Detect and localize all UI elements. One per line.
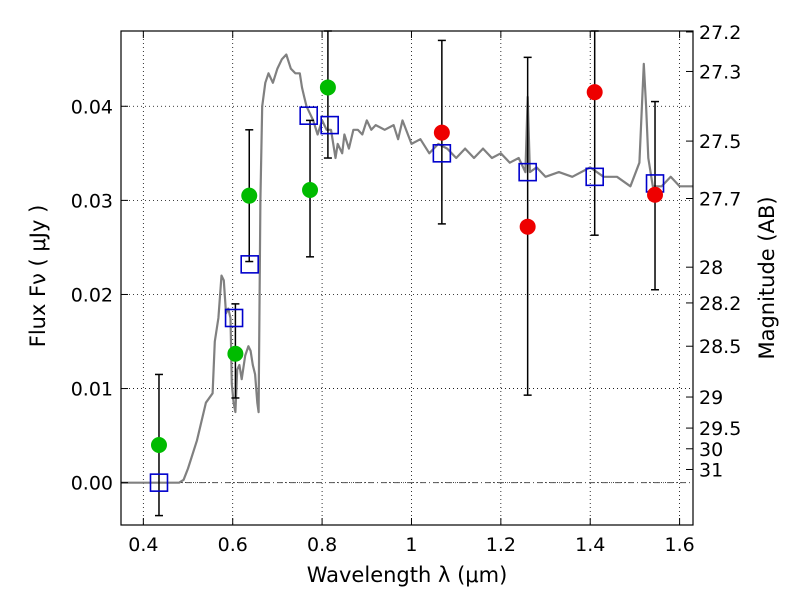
model-square-marker	[224, 308, 244, 328]
model-square-marker	[149, 473, 169, 492]
magnitude-tick-label: 29.5	[699, 418, 741, 440]
magnitude-tick-label: 29	[699, 387, 723, 409]
plot-frame	[120, 30, 694, 526]
y-axis-label-left: Flux Fν ( μJy )	[26, 205, 50, 348]
data-layer	[121, 53, 693, 484]
y-tick-label: 0.00	[71, 473, 113, 495]
magnitude-tick-label: 27.2	[699, 22, 741, 44]
ticks	[121, 31, 693, 525]
observed-flux-marker	[227, 345, 244, 362]
observed-flux-marker	[647, 186, 664, 203]
model-square-marker	[585, 167, 604, 187]
model-square-marker	[518, 162, 537, 182]
magnitude-tick-label: 27.3	[699, 61, 741, 83]
magnitude-tick-label: 28	[699, 257, 723, 279]
x-tick-label: 0.4	[128, 534, 158, 556]
observed-flux-marker	[241, 187, 258, 204]
y-tick-label: 0.02	[71, 284, 113, 306]
tick-labels: 0.4 0.6 0.8 1 1.2 1.4 1.6 0.00 0.01 0.02 0.03 0.04 2…	[71, 22, 742, 556]
x-tick-label: 1.4	[575, 534, 605, 556]
y-tick-label: 0.01	[71, 379, 113, 401]
x-tick-label: 1.6	[664, 534, 694, 556]
observed-flux-marker	[519, 218, 536, 235]
magnitude-tick-label: 28.5	[699, 336, 741, 358]
observed-flux-marker	[302, 182, 319, 199]
observed-flux-marker	[433, 124, 450, 141]
y-tick-label: 0.03	[71, 190, 113, 212]
y-axis-label-right: Magnitude (AB)	[755, 196, 779, 359]
observed-flux-marker	[319, 79, 336, 96]
markers	[149, 79, 665, 492]
magnitude-tick-label: 27.7	[699, 188, 741, 210]
x-tick-label: 1	[405, 534, 417, 556]
model-square-marker	[432, 144, 452, 163]
model-spectrum-line	[121, 53, 693, 484]
observed-flux-marker	[586, 84, 603, 101]
magnitude-tick-label: 28.2	[699, 293, 741, 315]
observed-flux-marker	[150, 437, 167, 454]
magnitude-tick-label: 27.5	[699, 131, 741, 153]
model-square-marker	[299, 106, 318, 125]
y-tick-label: 0.04	[71, 96, 113, 118]
x-axis-label: Wavelength λ (μm)	[307, 563, 508, 587]
magnitude-tick-label: 30	[699, 439, 723, 461]
x-tick-label: 0.8	[307, 534, 337, 556]
x-tick-label: 1.2	[486, 534, 516, 556]
x-tick-label: 0.6	[218, 534, 248, 556]
grid-lines	[121, 31, 693, 525]
magnitude-tick-label: 31	[699, 459, 723, 481]
plot-background	[121, 31, 693, 525]
model-square-marker	[320, 115, 339, 135]
model-square-marker	[240, 255, 259, 274]
